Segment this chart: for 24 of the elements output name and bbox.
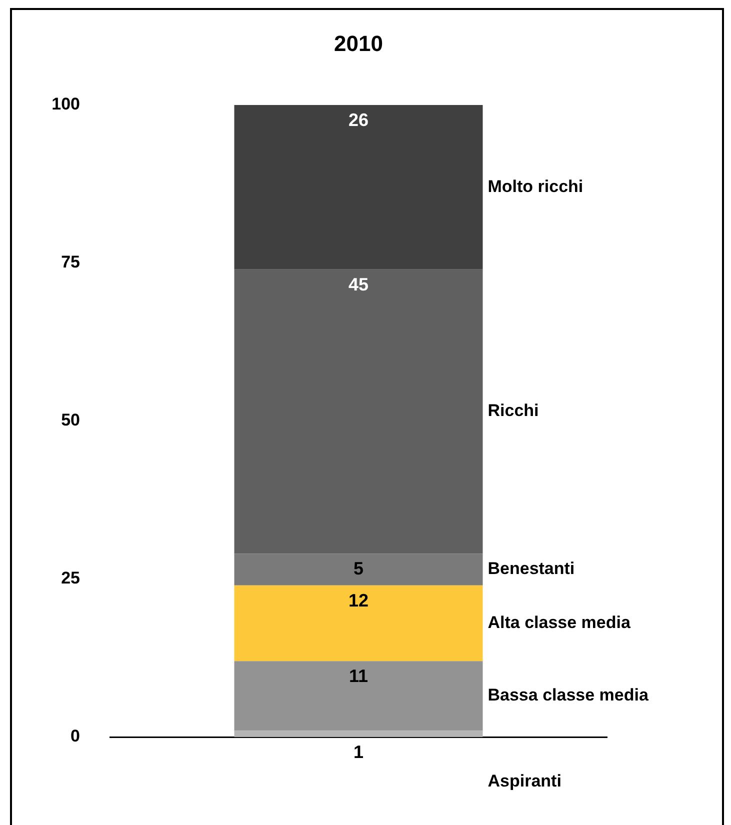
series-label: Benestanti — [488, 559, 575, 578]
y-tick-label: 100 — [52, 94, 80, 114]
bar — [234, 554, 483, 586]
bar — [234, 585, 483, 662]
data-label: 45 — [348, 274, 369, 294]
bar — [234, 269, 483, 554]
chart-title: 2010 — [334, 31, 383, 56]
y-tick-label: 75 — [61, 252, 80, 272]
y-tick-label: 50 — [61, 410, 80, 430]
data-label: 1 — [353, 742, 364, 762]
y-tick-label: 0 — [70, 726, 80, 746]
data-label: 12 — [348, 590, 369, 610]
data-label: 5 — [353, 558, 364, 579]
series-label: Alta classe media — [488, 612, 631, 632]
series-label: Bassa classe media — [488, 686, 649, 705]
bar — [234, 105, 483, 270]
bar — [234, 661, 483, 731]
y-tick-label: 25 — [61, 568, 80, 588]
series-label: Molto ricchi — [488, 176, 584, 196]
series-label: Ricchi — [488, 401, 539, 420]
data-label: 11 — [348, 666, 368, 686]
data-label: 26 — [348, 110, 369, 130]
bar — [234, 730, 483, 737]
text: Aspiranti — [488, 772, 562, 791]
